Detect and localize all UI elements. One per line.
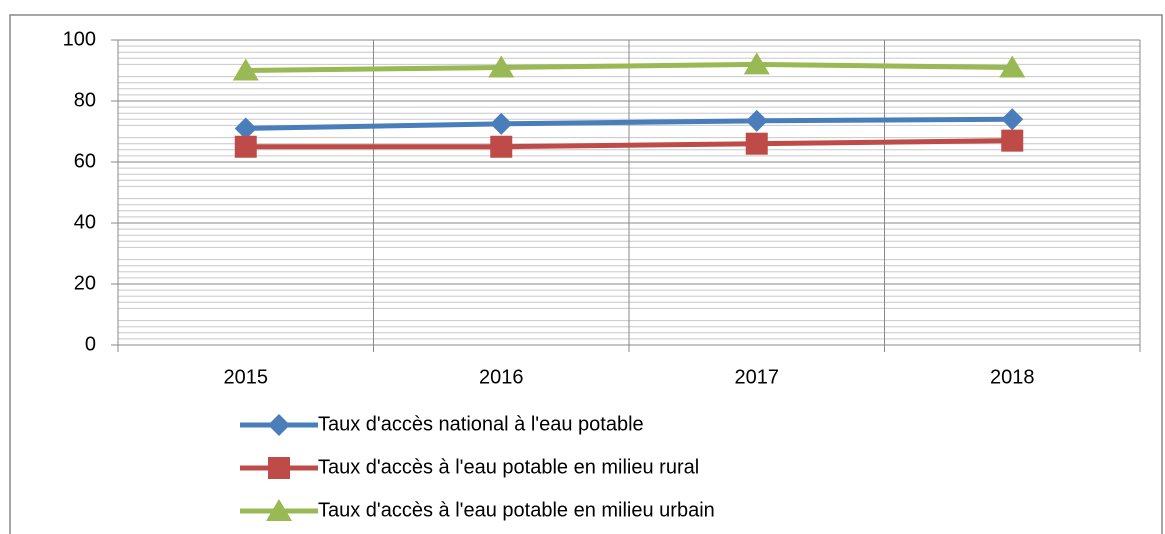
series-line (245, 116, 1013, 131)
point-marker (490, 135, 513, 158)
x-tick-label: 2016 (479, 366, 524, 388)
y-tick-label: 0 (85, 333, 96, 355)
legend-label: Taux d'accès à l'eau potable en milieu r… (318, 456, 699, 478)
x-tick-label: 2018 (990, 366, 1035, 388)
legend-marker (268, 414, 290, 436)
series-line (245, 61, 1013, 73)
y-tick-label: 100 (63, 28, 96, 50)
point-marker (1001, 108, 1024, 131)
point-marker (232, 58, 259, 81)
y-tick-label: 40 (74, 211, 96, 233)
point-marker (745, 109, 768, 132)
legend-label: Taux d'accès à l'eau potable en milieu u… (318, 499, 715, 521)
x-tick-label: 2017 (735, 366, 780, 388)
y-tick-label: 60 (74, 150, 96, 172)
series-line (245, 138, 1013, 150)
y-tick-label: 80 (74, 89, 96, 111)
point-marker (1001, 129, 1024, 152)
point-marker (234, 117, 257, 140)
point-marker (999, 55, 1026, 78)
point-marker (234, 135, 257, 158)
x-tick-label: 2015 (224, 366, 269, 388)
y-tick-label: 20 (74, 272, 96, 294)
legend-marker (268, 457, 290, 479)
point-marker (488, 55, 515, 78)
point-marker (490, 112, 513, 135)
point-marker (745, 132, 768, 155)
legend-label: Taux d'accès national à l'eau potable (318, 413, 644, 435)
legend-marker (266, 499, 292, 521)
point-marker (743, 52, 770, 75)
